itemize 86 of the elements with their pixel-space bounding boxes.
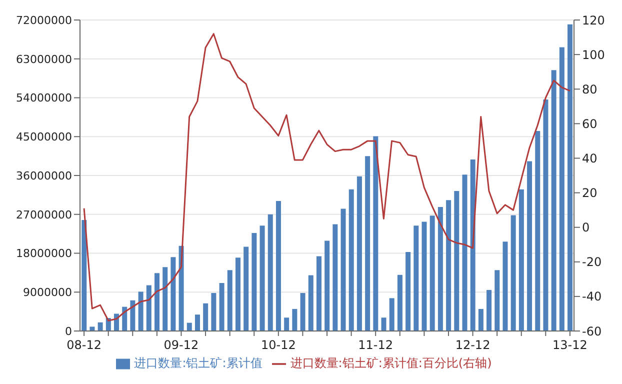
bar <box>356 176 362 331</box>
y2-tick-label: 120 <box>582 13 605 28</box>
bar <box>194 314 200 331</box>
y2-tick-label: 60 <box>582 116 598 131</box>
line-series <box>83 33 571 322</box>
bar <box>389 298 394 331</box>
bar <box>502 242 508 331</box>
bar <box>494 270 500 331</box>
bar <box>284 318 290 331</box>
y2-tick-label: -60 <box>582 324 602 338</box>
bar <box>397 274 402 331</box>
bar <box>438 207 443 331</box>
bar <box>162 267 168 331</box>
bar <box>308 275 314 331</box>
bar <box>260 226 265 331</box>
y-tick-label: 72000000 <box>16 14 72 27</box>
bar <box>430 216 435 331</box>
bar <box>486 290 492 331</box>
bar <box>340 208 346 331</box>
bar <box>365 156 370 331</box>
bar <box>178 246 184 331</box>
x-tick-label: 08-12 <box>66 338 102 352</box>
y-tick-label: 9000000 <box>23 286 72 300</box>
bar <box>518 189 524 331</box>
bar <box>146 285 152 331</box>
x-tick-label: 12-12 <box>455 338 490 352</box>
bar <box>478 308 484 331</box>
bar <box>186 322 192 331</box>
bar <box>203 303 208 331</box>
bar <box>414 226 419 331</box>
bar <box>470 160 476 331</box>
bar <box>154 273 160 331</box>
bar <box>527 161 532 331</box>
bar <box>244 246 249 331</box>
bar <box>138 292 144 331</box>
bar <box>252 232 257 331</box>
y2-tick-label: -20 <box>582 255 602 270</box>
x-tick-label: 09-12 <box>164 338 199 352</box>
bar <box>373 136 378 331</box>
x-tick-label: 13-12 <box>552 338 588 352</box>
bar <box>82 220 87 331</box>
y-tick-label: 27000000 <box>16 208 72 222</box>
bar <box>316 256 322 331</box>
bar <box>300 292 306 331</box>
y-tick-label: 18000000 <box>16 247 72 260</box>
legend-label: 进口数量:铝土矿:累计值:百分比(右轴) <box>290 356 492 370</box>
bar <box>381 318 386 331</box>
y2-tick-label: 0 <box>582 220 590 235</box>
bar <box>276 200 281 331</box>
y2-tick-label: 80 <box>582 82 598 96</box>
bar <box>130 300 136 331</box>
y2-tick-label: 100 <box>582 48 605 62</box>
bar <box>268 214 273 331</box>
x-tick-label: 10-12 <box>260 338 296 352</box>
y-tick-label: 45000000 <box>16 130 72 144</box>
y-tick-label: 0 <box>65 324 72 338</box>
bar <box>227 270 232 331</box>
bar <box>348 189 354 331</box>
bar <box>551 70 556 331</box>
y2-tick-label: 20 <box>582 186 598 200</box>
bar <box>211 292 216 331</box>
bar <box>543 99 548 331</box>
bar <box>98 322 103 331</box>
bar <box>219 283 224 331</box>
y-tick-label: 36000000 <box>16 169 72 182</box>
legend-label: 进口数量:铝土矿:累计值 <box>134 356 262 370</box>
bar <box>235 258 240 331</box>
bar <box>510 215 516 331</box>
bar <box>90 326 95 331</box>
bar <box>292 308 298 331</box>
bar <box>422 222 427 331</box>
bar <box>568 24 573 331</box>
bar <box>535 131 540 331</box>
bar <box>559 47 564 331</box>
bar <box>406 252 411 331</box>
y-tick-label: 54000000 <box>16 92 72 105</box>
y2-tick-label: 40 <box>582 151 598 166</box>
x-tick-label: 11-12 <box>358 338 394 352</box>
bar <box>324 240 330 331</box>
y2-tick-label: -40 <box>582 290 602 304</box>
bar <box>446 200 452 331</box>
bar <box>454 191 460 331</box>
bar <box>170 257 176 331</box>
y-tick-label: 63000000 <box>16 52 72 66</box>
bar <box>332 224 338 331</box>
bar <box>462 174 468 331</box>
